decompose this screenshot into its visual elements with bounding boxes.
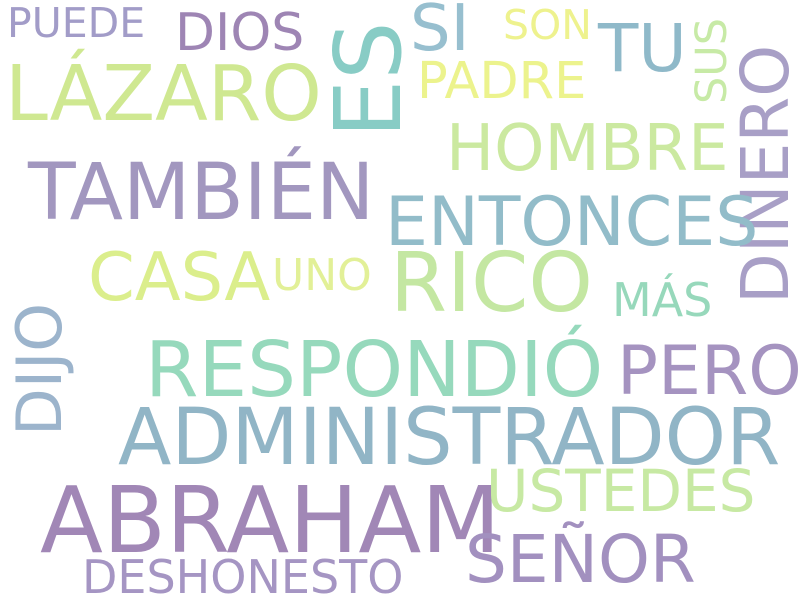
word-si: SI [410,0,470,66]
word-es: ES [315,21,422,138]
word-lazaro: LÁZARO [5,50,322,139]
word-hombre: HOMBRE [446,112,729,186]
word-tambien: TAMBIÉN [28,148,375,238]
word-uno: UNO [272,250,372,301]
word-casa: CASA [88,238,271,316]
word-tu: TU [598,10,687,87]
word-padre: PADRE [417,52,587,111]
word-ustedes: USTEDES [486,457,756,525]
word-pero: PERO [617,332,800,411]
word-puede: PUEDE [7,0,146,47]
word-dinero: DINERO [727,44,800,304]
word-respondio: RESPONDIÓ [145,326,604,415]
word-entonces: ENTONCES [385,183,759,262]
word-administrador: ADMINISTRADOR [118,393,781,483]
word-abraham: ABRAHAM [40,467,501,574]
word-son: SON [503,1,592,49]
word-rico: RICO [390,236,593,331]
word-mas: MÁS [612,273,713,327]
word-dios: DIOS [175,3,305,63]
word-deshonesto: DESHONESTO [82,550,404,600]
word-dijo: DIJO [3,302,76,436]
word-senor: SEÑOR [465,521,696,598]
